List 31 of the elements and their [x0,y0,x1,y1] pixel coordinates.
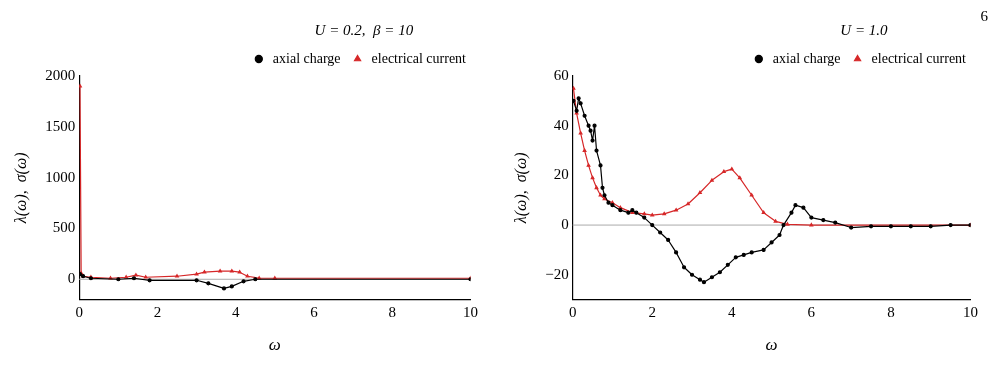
legend-label: electrical current [871,50,967,66]
x-tick-label: 4 [728,303,737,320]
x-tick-label: 4 [231,303,240,320]
legend-title: U = 0.2, β = 10 [314,22,414,39]
x-tick-label: 6 [310,303,319,320]
legend-label: electrical current [371,50,467,66]
y-tick-label: 1500 [45,117,76,134]
y-tick-label: 20 [553,166,569,183]
y-axis-title: λ(ω), σ(ω) [511,152,530,225]
x-tick-label: 2 [648,303,656,320]
y-tick-label: 500 [52,219,76,236]
x-tick-label: 6 [807,303,816,320]
legend-label: axial charge [272,50,341,66]
text: 6 [980,8,988,25]
y-axis-title: λ(ω), σ(ω) [11,152,30,225]
x-tick-label: 8 [388,303,396,320]
x-tick-label: 10 [963,303,978,320]
legend-title: U = 1.0 [840,22,888,39]
y-tick-label: 0 [561,216,569,232]
x-axis-title: ω [268,335,281,355]
y-tick-label: 1000 [45,168,76,185]
x-axis-title: ω [765,335,778,355]
y-tick-label: 40 [553,116,569,133]
y-tick-label: 0 [67,270,76,287]
x-tick-label: 10 [463,303,478,320]
x-tick-label: 2 [153,303,162,320]
x-tick-label: 8 [887,303,895,320]
y-tick-label: 60 [553,66,569,83]
y-tick-label: 2000 [45,66,76,83]
y-tick-label: −20 [545,265,569,282]
legend-label: axial charge [772,50,841,66]
